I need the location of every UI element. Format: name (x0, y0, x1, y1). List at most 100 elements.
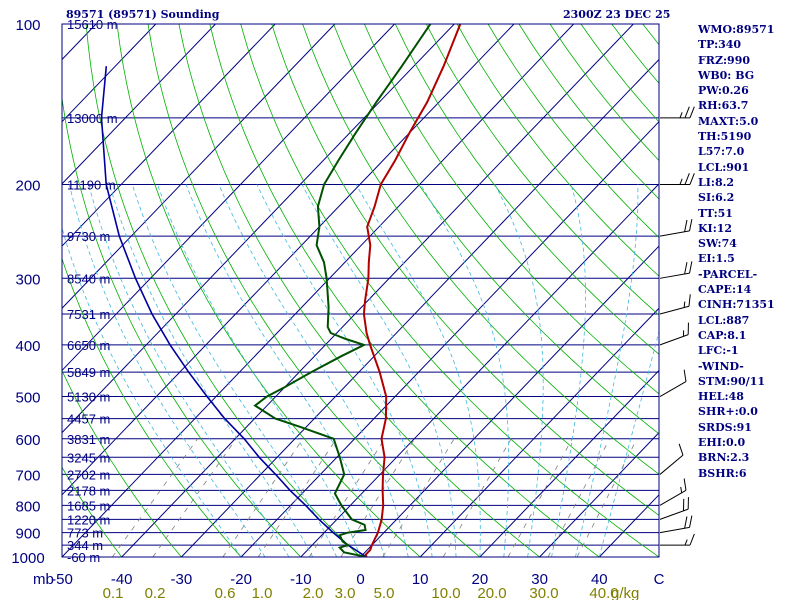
pressure-tick-label: 300 (15, 271, 40, 288)
stat-item: FRZ:990 (698, 53, 751, 67)
wind-barb-shaft (659, 508, 689, 520)
wind-barb (659, 219, 693, 237)
dry-adiabat-line (85, 24, 361, 557)
wind-barb-flag (689, 533, 695, 546)
mixing-ratio-line (340, 438, 415, 557)
wind-barb-flag (684, 219, 688, 232)
dry-adiabat-line (240, 24, 659, 557)
temperature-tick-label: 0 (356, 571, 364, 588)
dry-adiabat-line (62, 95, 302, 557)
wind-barb (659, 497, 689, 520)
wind-barb-shaft (659, 381, 687, 397)
moist-adiabat-line (598, 329, 659, 557)
mixing-ratio-line (576, 438, 638, 557)
isotherm-line (62, 24, 157, 123)
mixing-ratio-line (152, 438, 237, 557)
stats-panel: WMO:89571 TP:340 FRZ:990 WB0: BG PW:0.26 RH:6… (698, 22, 775, 481)
wind-barb-flag (689, 106, 695, 119)
mixing-ratio-line (442, 438, 512, 557)
pressure-tick-label: 700 (15, 467, 40, 484)
pressure-unit-label: mb (33, 571, 54, 588)
moist-adiabat-line (68, 184, 266, 557)
stat-item: KI:12 (698, 221, 733, 235)
stat-item: -PARCEL- (698, 267, 758, 281)
moist-adiabat-line (88, 184, 290, 557)
dry-adiabat-line (302, 24, 659, 475)
temperature-tick-label: 30 (531, 571, 548, 588)
stat-item: RH:63.7 (698, 99, 749, 113)
moist-adiabat-line (575, 184, 639, 557)
dry-adiabat-line (116, 24, 421, 557)
height-label: 8540 m (67, 271, 110, 286)
wind-barb-flag (689, 515, 693, 528)
stat-item: LCL:887 (698, 313, 750, 327)
chart-timestamp: 2300Z 23 DEC 25 (563, 8, 671, 21)
wind-barb-flag (684, 539, 688, 546)
wind-barb-flag (679, 178, 683, 185)
pressure-tick-label: 800 (15, 498, 40, 515)
pressure-tick-label: 100 (15, 17, 40, 34)
parcel-trace (100, 66, 367, 557)
wind-barb-flag (684, 516, 688, 529)
pressure-tick-label: 400 (15, 338, 40, 355)
wind-barb-flag (684, 106, 690, 119)
chart-title: 89571 (89571) Sounding (66, 8, 220, 21)
stat-item: LFC:-1 (698, 344, 739, 358)
stat-item: BRN:2.3 (698, 451, 750, 465)
stat-item: SHR+:0.0 (698, 405, 758, 419)
stat-item: LI:8.2 (698, 175, 735, 189)
mixing-ratio-label: 2.0 (303, 585, 324, 600)
mixing-ratio-label: 20.0 (477, 585, 506, 600)
mixing-ratio-label: 0.2 (145, 585, 166, 600)
wind-barb (660, 173, 695, 185)
stat-item: SI:6.2 (698, 191, 735, 205)
mixing-ratio-label: 10.0 (431, 585, 460, 600)
stat-item: WMO:89571 (698, 23, 775, 36)
wind-barb-flag (683, 478, 687, 491)
temperature-tick-label: -50 (51, 571, 73, 588)
isotherm-line (419, 307, 659, 557)
plot-frame (61, 23, 660, 558)
mixing-ratio-line (222, 438, 304, 557)
dry-adiabat-line (178, 24, 540, 557)
height-label: -60 m (67, 550, 100, 565)
moist-adiabat-line (218, 184, 409, 557)
wind-barb (659, 515, 693, 534)
isotherm-line (240, 120, 659, 557)
stat-item: TH:5190 (698, 130, 752, 144)
stat-item: CAPE:14 (698, 283, 752, 297)
stat-item: WB0: BG (698, 68, 755, 82)
stat-item: PW:0.26 (698, 84, 749, 98)
wind-barb-flag (688, 294, 691, 307)
wind-barb-flag (678, 443, 684, 456)
temperature-tick-label: C (654, 571, 665, 588)
height-label: 1220 m (67, 512, 110, 527)
temperature-tick-label: -10 (290, 571, 312, 588)
pressure-tick-label: 1000 (11, 550, 44, 567)
mixing-ratio-label: 40.0 (589, 585, 618, 600)
stat-item: TP:340 (698, 38, 742, 52)
dewpoint-profile (253, 24, 432, 557)
stat-item: MAXT:5.0 (698, 114, 759, 128)
moist-adiabat-line (256, 184, 433, 557)
isotherm-line (539, 431, 659, 557)
moist-adiabat-line (131, 184, 337, 557)
wind-barb (659, 294, 691, 315)
dry-adiabat-line (62, 369, 182, 557)
height-label: 344 m (67, 538, 103, 553)
moist-adiabat-line (355, 184, 481, 557)
wind-barb-flag (689, 219, 693, 231)
height-label: 4457 m (67, 412, 110, 427)
moist-adiabat-line (109, 184, 314, 557)
mixing-ratio-unit-label: g/kg (611, 585, 639, 600)
wind-barb (659, 322, 689, 346)
wind-barb (659, 369, 687, 397)
dry-adiabat-line (456, 24, 659, 277)
dry-adiabat-line (333, 24, 659, 435)
mixing-ratio-line (507, 438, 573, 557)
mixing-ratio-line (308, 438, 386, 557)
height-label: 11190 m (67, 177, 116, 192)
temperature-tick-label: 40 (591, 571, 608, 588)
wind-barb-flag (683, 301, 686, 308)
height-label: 3831 m (67, 432, 110, 447)
